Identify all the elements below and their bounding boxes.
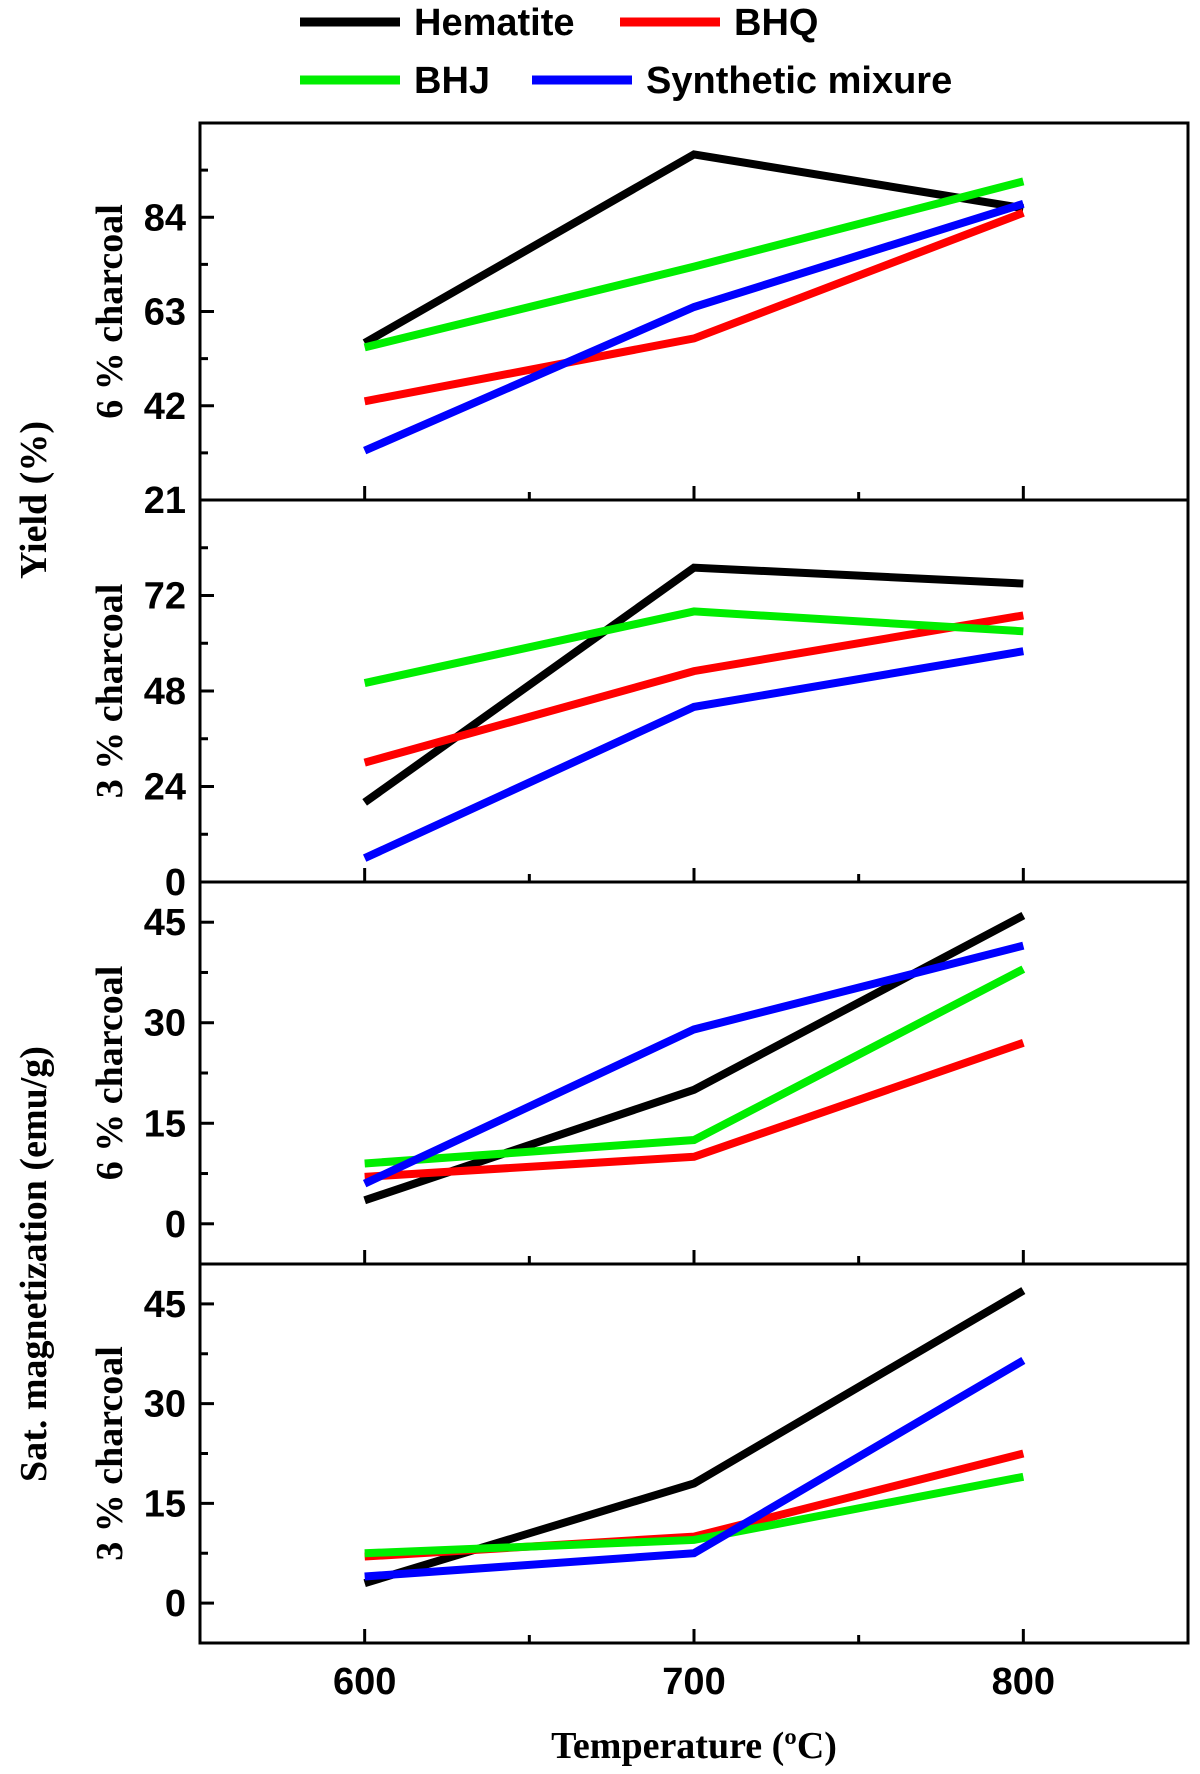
panel-4: 0 15 30 45 3 % charcoal: [89, 1262, 1190, 1645]
series-line-bhq: [363, 611, 1025, 767]
y-tick-label: 45: [144, 1284, 186, 1326]
y-tick-label: 72: [144, 576, 186, 618]
panel-label: 3 % charcoal: [89, 584, 131, 799]
series-line-bhj: [364, 1472, 1025, 1558]
legend: Hematite BHQ BHJ Synthetic mixure: [300, 2, 952, 102]
legend-item-synthetic-mixure: Synthetic mixure: [532, 60, 952, 102]
panel-label: 6 % charcoal: [89, 966, 131, 1181]
series-line-synthetic-mixure: [362, 941, 1025, 1188]
y-tick-label: 15: [144, 1483, 186, 1525]
y-tick-label: 42: [144, 386, 186, 428]
panel-3: 0 15 30 45 6 % charcoal: [89, 880, 1190, 1266]
legend-item-bhq: BHQ: [620, 2, 818, 44]
y-tick-label: 30: [144, 1384, 186, 1426]
y-tick-label: 48: [144, 671, 186, 713]
x-tick-label: 800: [992, 1661, 1055, 1703]
y-tick-label: 21: [144, 480, 186, 522]
y-tick-label: 63: [144, 292, 186, 334]
legend-item-bhj: BHJ: [300, 60, 490, 102]
y-tick-label: 30: [144, 1003, 186, 1045]
panel-frame: [198, 1262, 1190, 1645]
legend-label: Synthetic mixure: [646, 60, 952, 102]
series-line-bhj: [363, 177, 1025, 352]
y-tick-label: 45: [144, 902, 186, 944]
y-tick-label: 0: [165, 862, 186, 904]
x-axis-title: Temperature (ºC): [551, 1725, 837, 1767]
y-axis-title-yield: Yield (%): [13, 421, 55, 579]
legend-label: BHQ: [734, 2, 818, 44]
panel-frame: [198, 880, 1190, 1266]
panel-2: 0 24 48 72 3 % charcoal: [89, 498, 1190, 904]
y-tick-label: 0: [165, 1204, 186, 1246]
series-line-synthetic-mixure: [362, 647, 1025, 862]
y-axis-title-magnetization: Sat. magnetization (emu/g): [13, 1046, 55, 1482]
panel-label: 6 % charcoal: [89, 204, 131, 419]
series-line-hematite: [362, 563, 1024, 806]
legend-item-hematite: Hematite: [300, 2, 575, 44]
x-tick-label: 600: [333, 1661, 396, 1703]
panel-frame: [198, 121, 1190, 502]
panel-1: 21 42 63 84 6 % charcoal: [89, 121, 1190, 522]
y-tick-label: 0: [165, 1583, 186, 1625]
series-line-synthetic-mixure: [364, 1356, 1026, 1581]
y-tick-label: 84: [144, 197, 186, 239]
y-tick-label: 24: [144, 767, 186, 809]
panel-label: 3 % charcoal: [89, 1346, 131, 1561]
panel-frame: [198, 498, 1190, 884]
x-tick-label: 700: [662, 1661, 725, 1703]
x-axis: 600 700 800: [333, 1661, 1055, 1703]
legend-label: BHJ: [414, 60, 490, 102]
legend-label: Hematite: [414, 2, 575, 44]
y-tick-label: 15: [144, 1103, 186, 1145]
